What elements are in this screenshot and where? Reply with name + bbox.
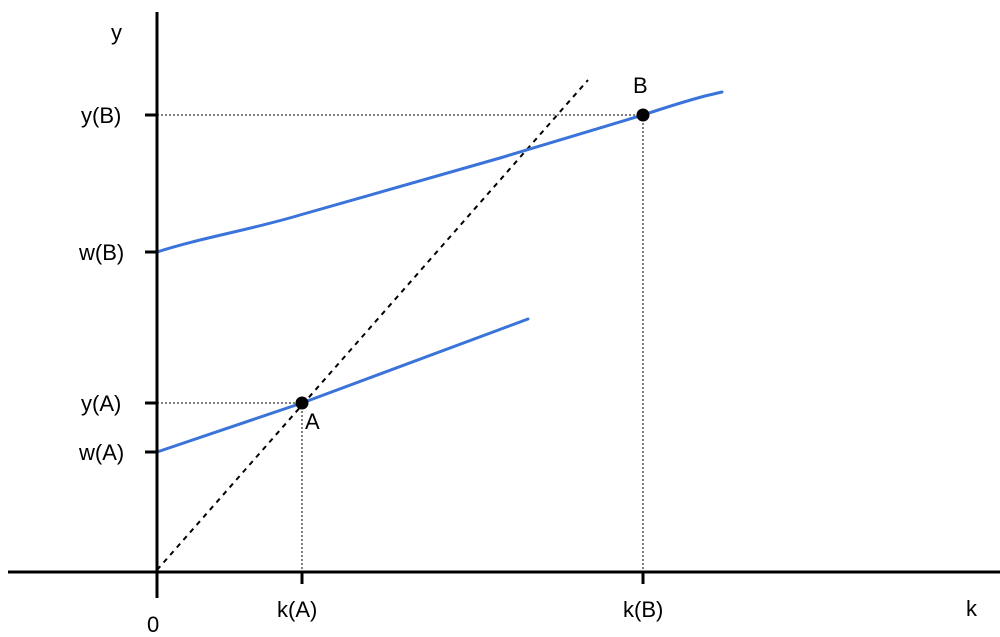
point-B-marker (636, 108, 650, 122)
x-axis-label: k (966, 596, 978, 621)
tick-label-wA: w(A) (78, 440, 124, 465)
diagonal-45-line (156, 79, 589, 571)
curve-A (155, 317, 530, 454)
y-axis-label: y (111, 20, 122, 45)
point-A-marker (295, 396, 309, 410)
tick-label-wB: w(B) (78, 240, 124, 265)
tick-label-kA: k(A) (277, 597, 317, 622)
tick-label-kB: k(B) (623, 597, 663, 622)
point-B-label: B (633, 73, 648, 98)
point-A-label: A (305, 409, 320, 434)
curve-B (155, 90, 724, 254)
tick-label-yB: y(B) (81, 103, 121, 128)
origin-label: 0 (147, 612, 159, 637)
tick-label-yA: y(A) (81, 391, 121, 416)
